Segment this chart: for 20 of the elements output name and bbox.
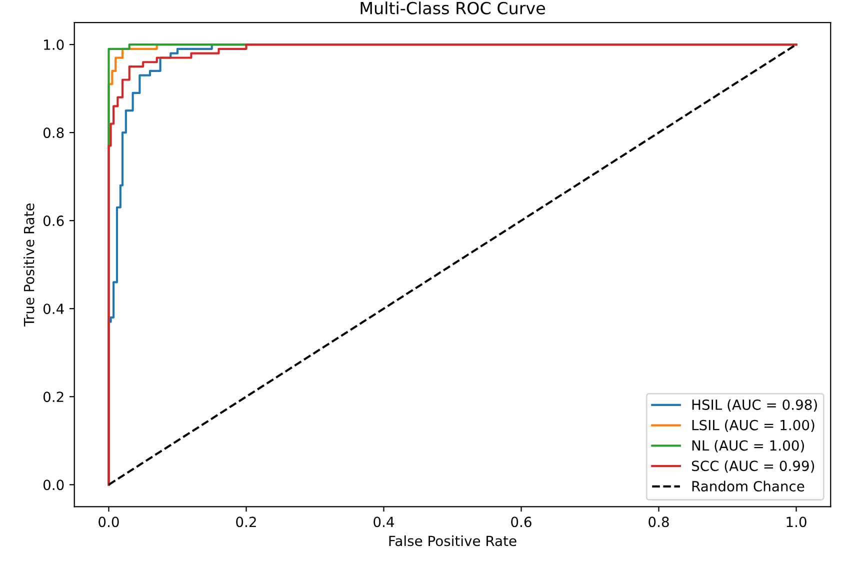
y-tick-label: 0.2: [43, 392, 64, 402]
chart-title: Multi-Class ROC Curve: [360, 2, 545, 14]
y-tick-label: 0.0: [43, 480, 64, 490]
x-tick-label: 0.0: [98, 516, 119, 528]
x-axis-title: False Positive Rate: [389, 535, 516, 546]
legend-label: Random Chance: [692, 480, 804, 492]
y-tick-label: 0.8: [43, 128, 64, 138]
legend-label: LSIL (AUC = 1.00): [692, 420, 814, 432]
y-tick-label: 1.0: [44, 39, 64, 50]
y-axis-title: True Positive Rate: [24, 204, 34, 326]
y-tick-label: 0.4: [43, 304, 64, 314]
x-tick-label: 0.6: [511, 516, 532, 528]
legend-label: NL (AUC = 1.00): [692, 440, 804, 452]
y-tick-label: 0.6: [43, 216, 64, 226]
x-tick-label: 0.8: [648, 516, 669, 528]
x-tick-label: 0.2: [236, 516, 256, 528]
x-tick-label: 0.4: [374, 516, 394, 528]
legend-label: SCC (AUC = 0.99): [692, 460, 814, 473]
x-tick-label: 1.0: [786, 516, 806, 528]
legend-label: HSIL (AUC = 0.98): [692, 399, 817, 412]
